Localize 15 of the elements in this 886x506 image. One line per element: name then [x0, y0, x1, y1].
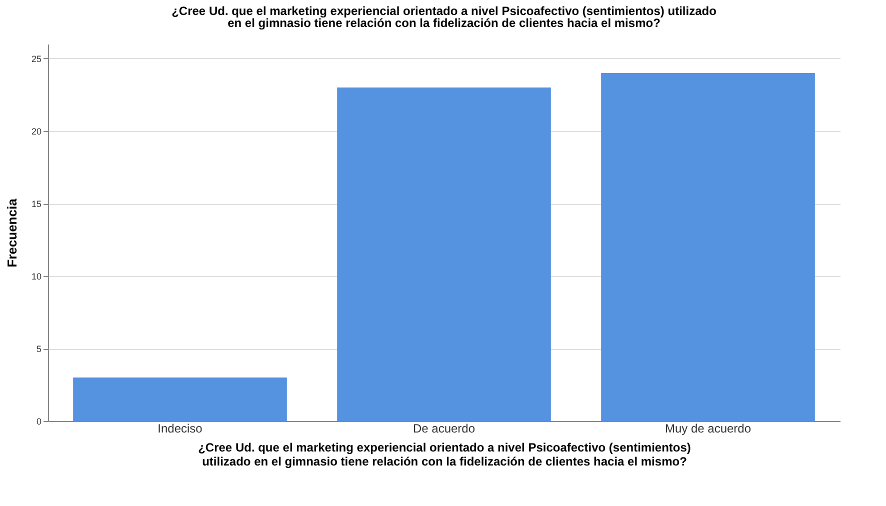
- chart-title: ¿Cree Ud. que el marketing experiencial orientado a nivel Psicoafectivo (sentimientos) utilizado en el gimnasio tiene relación con la fidelización de clientes hacia el mismo?: [172, 4, 716, 30]
- x-tick-label: De acuerdo: [412, 422, 476, 436]
- y-tick-label: 0: [36, 416, 42, 426]
- y-tick-label: 10: [31, 272, 42, 282]
- y-tick-label: 15: [31, 199, 42, 209]
- x-tick-label: Muy de acuerdo: [664, 422, 752, 436]
- y-tick-label: 5: [36, 344, 42, 354]
- x-tick-label: Indeciso: [158, 422, 203, 436]
- bar: [337, 88, 551, 421]
- y-axis-title: Frecuencia: [4, 198, 20, 268]
- bar: [601, 73, 815, 421]
- y-tick-label: 25: [31, 54, 42, 64]
- x-axis-title: ¿Cree Ud. que el marketing experiencial orientado a nivel Psicoafectivo (sentimientos) utilizado en el gimnasio tiene relación con la fidelización de clientes hacia el mismo?: [198, 440, 691, 468]
- y-tick-label: 20: [31, 126, 42, 136]
- bar: [73, 378, 287, 421]
